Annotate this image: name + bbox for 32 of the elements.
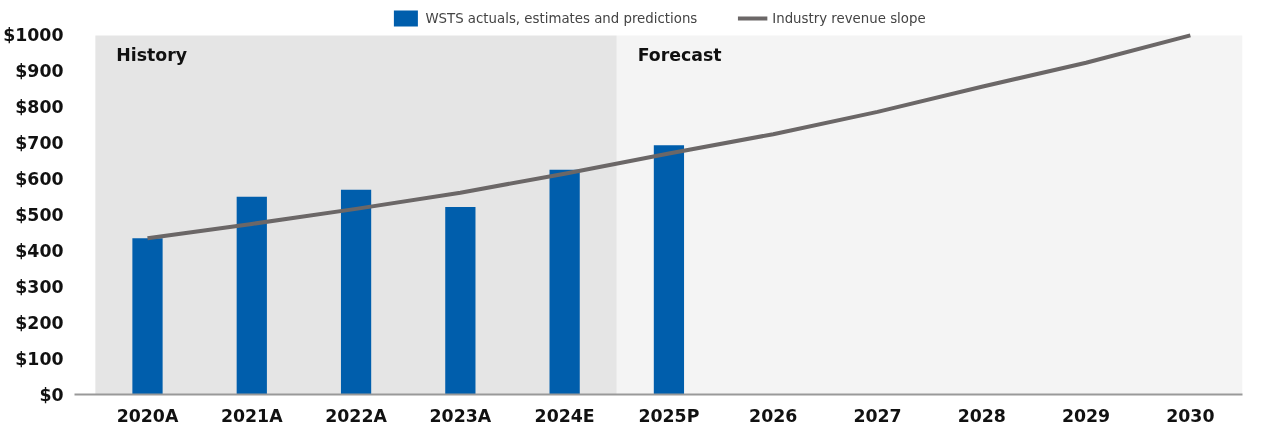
bar — [340, 189, 372, 395]
band-label: History — [116, 45, 188, 66]
x-tick-label: 2030 — [1166, 405, 1215, 426]
bar — [549, 169, 580, 395]
legend-label: WSTS actuals, estimates and predictions — [425, 10, 698, 26]
y-tick-label: $1000 — [3, 25, 64, 46]
y-tick-label: $200 — [15, 312, 64, 333]
y-tick-label: $500 — [15, 204, 64, 225]
y-tick-label: $0 — [39, 384, 64, 405]
y-tick-label: $600 — [15, 169, 64, 190]
y-tick-label: $100 — [15, 348, 64, 369]
x-tick-label: 2027 — [853, 405, 902, 426]
y-tick-label: $800 — [15, 97, 64, 118]
y-tick-label: $400 — [15, 240, 64, 261]
x-tick-label: 2020A — [116, 405, 179, 426]
x-tick-label: 2028 — [957, 405, 1006, 426]
band-label: Forecast — [637, 45, 722, 66]
x-tick-label: 2029 — [1061, 405, 1111, 426]
y-tick-label: $700 — [15, 133, 64, 154]
legend-label: Industry revenue slope — [772, 10, 926, 26]
x-tick-label: 2025P — [638, 405, 700, 426]
x-tick-label: 2021A — [220, 405, 284, 426]
bar — [236, 196, 267, 395]
x-tick-label: 2026 — [749, 405, 798, 426]
y-tick-label: $900 — [15, 61, 64, 82]
bar — [653, 145, 685, 395]
bar — [132, 238, 163, 395]
y-tick-label: $300 — [15, 276, 64, 297]
bar — [445, 207, 476, 395]
x-tick-label: 2022A — [325, 405, 388, 426]
x-tick-label: 2024E — [534, 405, 595, 426]
x-tick-label: 2023A — [429, 405, 492, 426]
